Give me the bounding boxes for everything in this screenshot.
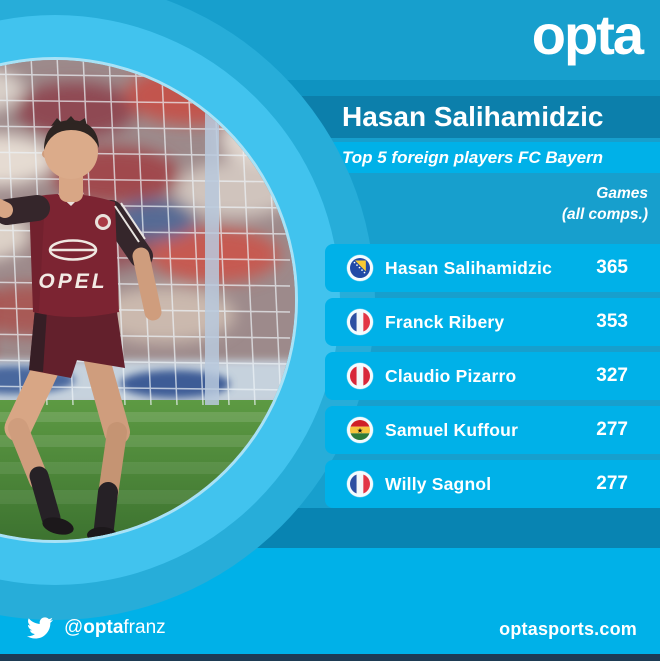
games-header-line2: (all comps.) <box>561 206 648 223</box>
flag-icon-france <box>347 309 373 335</box>
table-row: Franck Ribery 353 <box>325 298 660 346</box>
games-count: 277 <box>596 473 628 494</box>
flag-icon-peru <box>347 363 373 389</box>
jersey-sponsor-text: OPEL <box>38 270 107 293</box>
table-row: Hasan Salihamidzic 365 <box>325 244 660 292</box>
twitter-handle-brand: opta <box>83 617 124 638</box>
page-subtitle: Top 5 foreign players FC Bayern <box>342 148 604 167</box>
flag-icon-france <box>347 471 373 497</box>
website-link[interactable]: optasports.com <box>499 619 637 639</box>
games-header-line1: Games <box>596 185 648 202</box>
twitter-icon <box>27 617 54 639</box>
twitter-handle[interactable]: @optafranz <box>64 615 166 641</box>
player-name: Willy Sagnol <box>385 474 492 494</box>
flag-icon-ghana <box>347 417 373 443</box>
player-name: Samuel Kuffour <box>385 420 519 440</box>
games-column-header: Games (all comps.) <box>562 183 648 225</box>
games-count: 353 <box>596 311 628 332</box>
twitter-handle-suffix: franz <box>123 617 166 638</box>
opta-logo: opta <box>531 3 644 66</box>
games-count: 277 <box>596 419 628 440</box>
page-title: Hasan Salihamidzic <box>342 101 604 132</box>
table-row: Samuel Kuffour 277 <box>325 406 660 454</box>
table-row: Claudio Pizarro 327 <box>325 352 660 400</box>
player-name: Franck Ribery <box>385 312 505 332</box>
games-count: 327 <box>596 365 628 386</box>
player-name: Hasan Salihamidzic <box>385 258 552 278</box>
bottom-navy-bar <box>0 654 660 661</box>
flag-icon-bosnia-herzegovina <box>347 255 373 281</box>
games-count: 365 <box>596 257 628 278</box>
player-photo-illustration: net <box>0 60 295 540</box>
twitter-handle-at: @ <box>64 617 84 638</box>
player-figure: OPEL <box>0 116 162 540</box>
player-name: Claudio Pizarro <box>385 366 517 386</box>
table-row: Willy Sagnol 277 <box>325 460 660 508</box>
